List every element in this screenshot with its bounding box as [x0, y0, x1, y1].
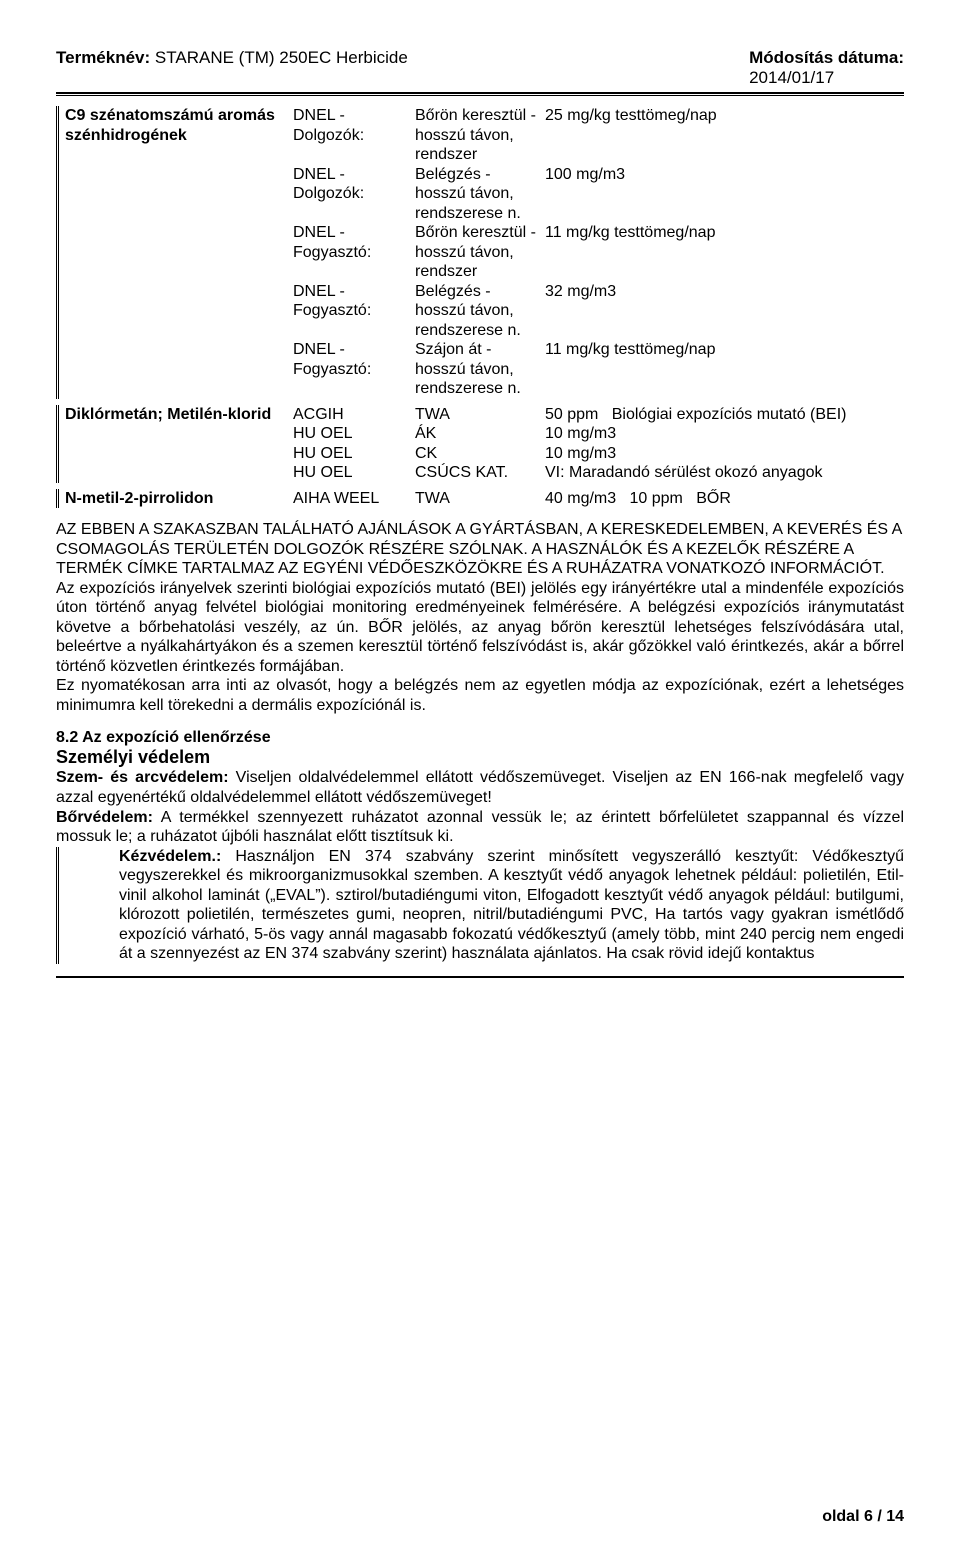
table-row: DNEL - Fogyasztó: Belégzés - hosszú távo…: [56, 282, 904, 341]
cell: 100 mg/m3: [545, 166, 625, 183]
doc-header: Terméknév: STARANE (TM) 250EC Herbicide …: [56, 48, 904, 88]
cell: ÁK: [415, 425, 436, 442]
cell: DNEL - Fogyasztó:: [293, 341, 371, 378]
substance-name: Diklórmetán; Metilén-klorid: [65, 406, 271, 423]
cell: VI: Maradandó sérülést okozó anyagok: [545, 464, 823, 481]
label: Kézvédelem.:: [119, 848, 221, 865]
cell: 11 mg/kg testtömeg/nap: [545, 224, 715, 241]
product-label: Terméknév:: [56, 48, 150, 67]
cell: 32 mg/m3: [545, 283, 616, 300]
label: Bőrvédelem:: [56, 809, 153, 826]
cell: HU OEL: [293, 425, 353, 442]
cell: 10 mg/m3: [545, 425, 616, 442]
skin-protection: Bőrvédelem: A termékkel szennyezett ruhá…: [56, 808, 904, 847]
cell: CK: [415, 445, 437, 462]
substance-name: N-metil-2-pirrolidon: [65, 490, 213, 507]
label: Szem- és arcvédelem:: [56, 769, 229, 786]
cell: TWA: [415, 406, 450, 423]
paragraph-uppercase: AZ EBBEN A SZAKASZBAN TALÁLHATÓ AJÁNLÁSO…: [56, 520, 904, 579]
substance-name: C9 szénatomszámú aromás szénhidrogének: [65, 107, 275, 144]
cell: DNEL - Dolgozók:: [293, 166, 364, 203]
cell: Bőrön keresztül - hosszú távon, rendszer: [415, 224, 536, 280]
cell: Belégzés - hosszú távon, rendszerese n.: [415, 283, 521, 339]
table-row: C9 szénatomszámú aromás szénhidrogének D…: [56, 106, 904, 165]
cell: DNEL - Dolgozók:: [293, 107, 364, 144]
cell: 11 mg/kg testtömeg/nap: [545, 341, 715, 358]
cell: BŐR: [696, 490, 731, 507]
cell: 40 mg/m3: [545, 490, 616, 507]
cell: ACGIH: [293, 406, 344, 423]
paragraph: Az expozíciós irányelvek szerinti biológ…: [56, 579, 904, 677]
section-heading: 8.2 Az expozíció ellenőrzése: [56, 729, 904, 747]
table-row: HU OEL CK 10 mg/m3: [56, 444, 904, 464]
cell: TWA: [415, 490, 450, 507]
table-row: HU OEL CSÚCS KAT. VI: Maradandó sérülést…: [56, 463, 904, 483]
text: A termékkel szennyezett ruházatot azonna…: [56, 809, 904, 846]
cell: Bőrön keresztül - hosszú távon, rendszer: [415, 107, 536, 163]
cell: Szájon át - hosszú távon, rendszerese n.: [415, 341, 521, 397]
table-row: DNEL - Fogyasztó: Bőrön keresztül - hoss…: [56, 223, 904, 282]
table-row: DNEL - Fogyasztó: Szájon át - hosszú táv…: [56, 340, 904, 399]
table-row: DNEL - Dolgozók: Belégzés - hosszú távon…: [56, 165, 904, 224]
cell: DNEL - Fogyasztó:: [293, 224, 371, 261]
text: Használjon EN 374 szabvány szerint minős…: [119, 848, 904, 963]
rule-bottom: [56, 976, 904, 978]
eye-protection: Szem- és arcvédelem: Viseljen oldalvédel…: [56, 768, 904, 807]
cell: 25 mg/kg testtömeg/nap: [545, 107, 717, 124]
cell: 10 ppm: [629, 490, 682, 507]
cell: AIHA WEEL: [293, 490, 379, 507]
product-name: STARANE (TM) 250EC Herbicide: [155, 48, 408, 67]
cell: HU OEL: [293, 464, 353, 481]
table-row: N-metil-2-pirrolidon AIHA WEEL TWA 40 mg…: [56, 489, 904, 509]
cell: 10 mg/m3: [545, 445, 616, 462]
cell: HU OEL: [293, 445, 353, 462]
cell: DNEL - Fogyasztó:: [293, 283, 371, 320]
table-row: Diklórmetán; Metilén-klorid ACGIH TWA 50…: [56, 405, 904, 425]
rule-thin: [56, 95, 904, 96]
cell: 50 ppm: [545, 406, 598, 423]
cell: CSÚCS KAT.: [415, 464, 508, 481]
table-row: HU OEL ÁK 10 mg/m3: [56, 424, 904, 444]
cell: Belégzés - hosszú távon, rendszerese n.: [415, 166, 521, 222]
page-number: oldal 6 / 14: [822, 1508, 904, 1526]
rule-thick: [56, 92, 904, 94]
mod-label: Módosítás dátuma:: [749, 48, 904, 68]
mod-date: 2014/01/17: [749, 68, 904, 88]
hand-protection: Kézvédelem.: Használjon EN 374 szabvány …: [56, 847, 904, 964]
cell: Biológiai expozíciós mutató (BEI): [612, 406, 847, 423]
paragraph: Ez nyomatékosan arra inti az olvasót, ho…: [56, 676, 904, 715]
section-subheading: Személyi védelem: [56, 747, 904, 768]
